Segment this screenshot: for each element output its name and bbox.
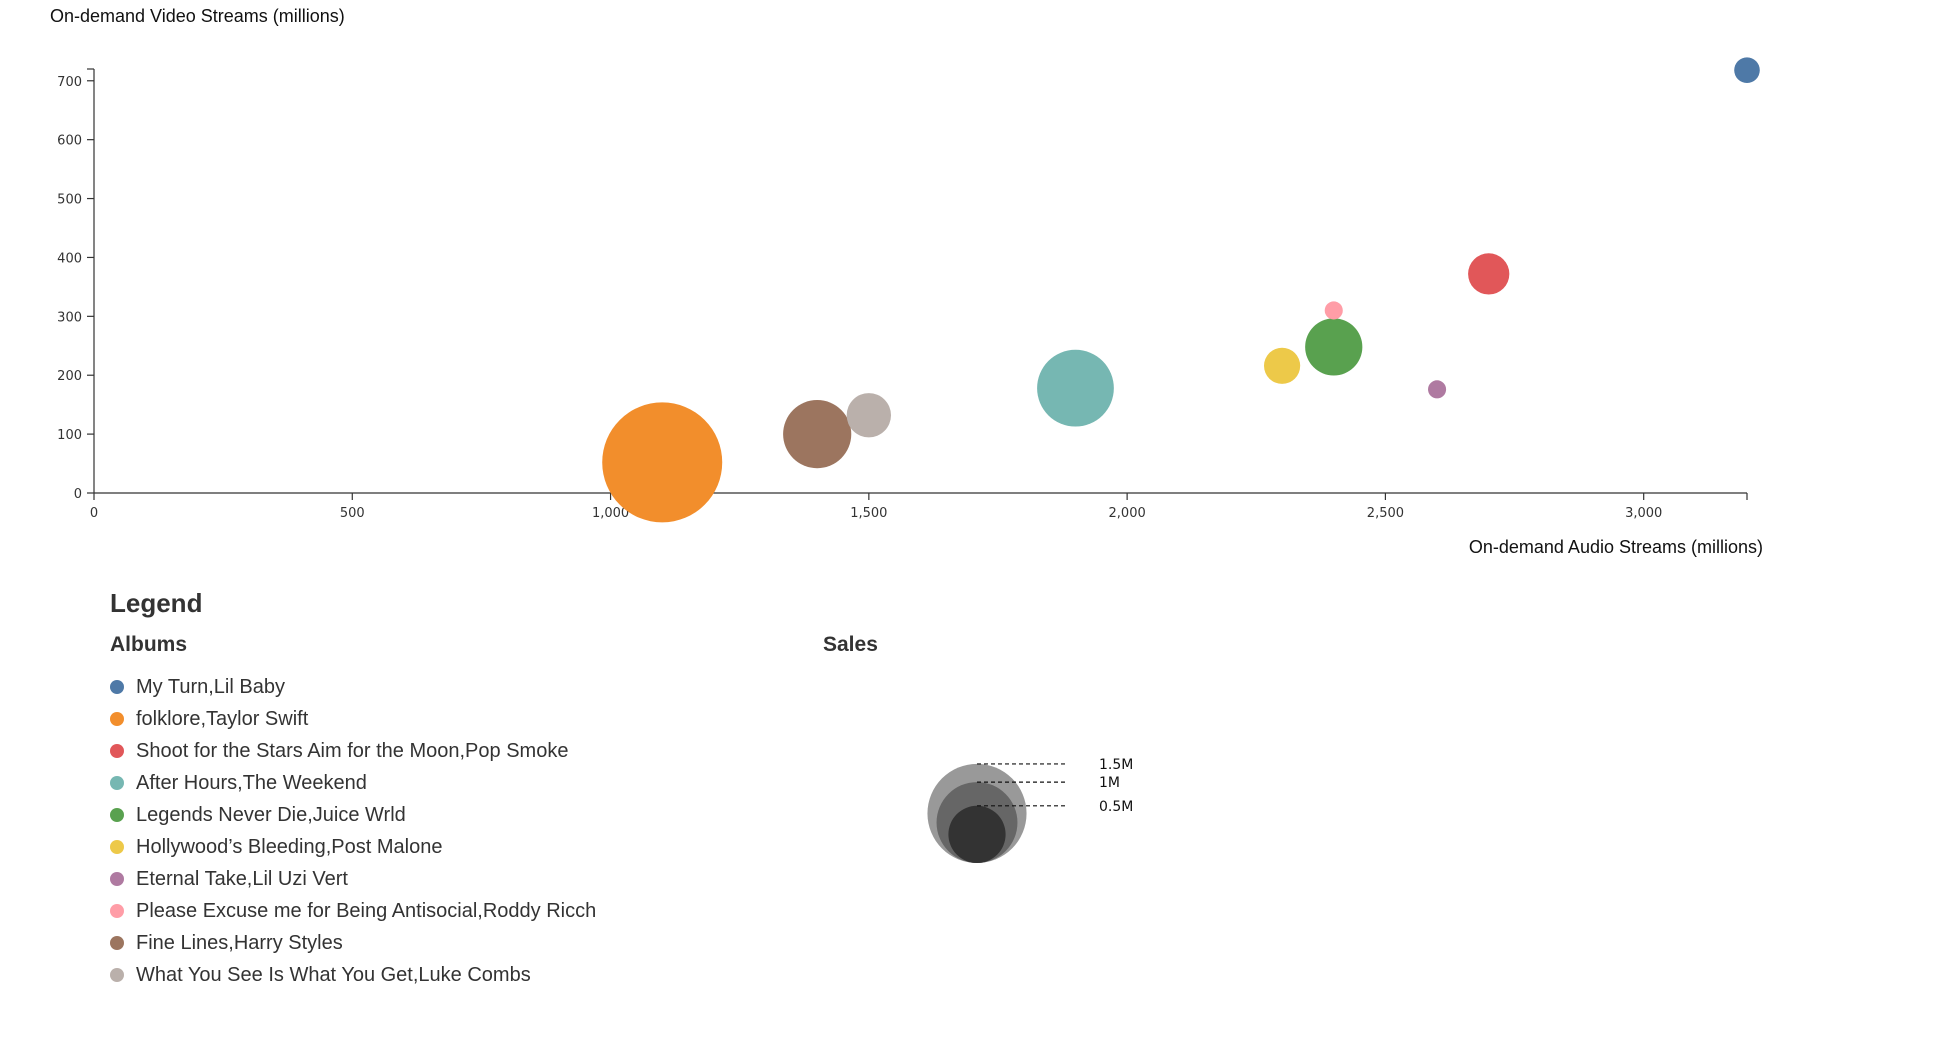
bubble-point[interactable] (846, 393, 892, 438)
x-tick-label: 2,500 (1367, 506, 1404, 521)
sales-legend: Sales 1.5M 1M 0.5M (823, 633, 1223, 863)
y-tick-label: 700 (57, 75, 82, 90)
legend-swatch (110, 904, 124, 918)
bubble-point[interactable] (1264, 347, 1301, 384)
legend-item: Legends Never Die,Juice Wrld (110, 799, 710, 831)
x-tick-label: 1,000 (592, 506, 629, 521)
legend: Legend Albums My Turn,Lil Baby folklore,T… (110, 588, 1210, 986)
scatter-chart: On-demand Video Streams (millions) On-de… (50, 6, 1763, 557)
bubble-point[interactable] (783, 400, 852, 469)
bubble-point[interactable] (1734, 57, 1760, 83)
y-axis-title: On-demand Video Streams (millions) (50, 6, 345, 26)
legend-item: Please Excuse me for Being Antisocial,Ro… (110, 895, 710, 927)
sales-title: Sales (823, 633, 878, 656)
legend-item: Hollywood’s Bleeding,Post Malone (110, 831, 710, 863)
y-tick-label: 200 (57, 369, 82, 384)
legend-swatch (110, 808, 124, 822)
legend-item: My Turn,Lil Baby (110, 671, 710, 703)
size-key: 1.5M 1M 0.5M (927, 757, 1133, 863)
y-tick-label: 500 (57, 193, 82, 208)
bubble-point[interactable] (1037, 349, 1114, 427)
size-key-circle (948, 805, 1006, 863)
legend-item: folklore,Taylor Swift (110, 703, 710, 735)
legend-swatch (110, 840, 124, 854)
y-tick-label: 300 (57, 310, 82, 325)
legend-label: My Turn,Lil Baby (136, 675, 285, 698)
bubble-point[interactable] (1324, 301, 1343, 320)
legend-label: Shoot for the Stars Aim for the Moon,Pop… (136, 739, 569, 762)
legend-label: Fine Lines,Harry Styles (136, 931, 343, 954)
legend-title: Legend (110, 588, 203, 618)
bubble-point[interactable] (1468, 253, 1510, 295)
y-tick-label: 600 (57, 134, 82, 149)
bubble-point[interactable] (1305, 318, 1363, 376)
legend-item: Fine Lines,Harry Styles (110, 927, 710, 959)
legend-label: Please Excuse me for Being Antisocial,Ro… (136, 899, 597, 922)
legend-swatch (110, 776, 124, 790)
legend-label: After Hours,The Weekend (136, 771, 367, 794)
x-tick-label: 1,500 (850, 506, 887, 521)
legend-label: folklore,Taylor Swift (136, 707, 309, 730)
y-tick-label: 0 (74, 487, 82, 502)
legend-item: Eternal Take,Lil Uzi Vert (110, 863, 710, 895)
y-tick-label: 100 (57, 428, 82, 443)
size-key-label: 1M (1099, 775, 1120, 791)
album-list: My Turn,Lil Baby folklore,Taylor Swift Sho… (110, 671, 710, 991)
legend-label: Hollywood’s Bleeding,Post Malone (136, 835, 443, 858)
legend-swatch (110, 680, 124, 694)
legend-item: Shoot for the Stars Aim for the Moon,Pop… (110, 735, 710, 767)
legend-swatch (110, 712, 124, 726)
x-tick-label: 2,000 (1109, 506, 1146, 521)
legend-swatch (110, 744, 124, 758)
axes: 0 500 1,000 1,500 2,000 2,500 3,000 0 100 200 300 4… (57, 68, 1748, 521)
bubble-point[interactable] (1428, 380, 1447, 399)
size-key-label: 0.5M (1099, 799, 1133, 815)
legend-swatch (110, 968, 124, 982)
x-tick-label: 3,000 (1625, 506, 1662, 521)
albums-title: Albums (110, 633, 188, 656)
legend-label: What You See Is What You Get,Luke Combs (136, 963, 531, 986)
x-axis-title: On-demand Audio Streams (millions) (1469, 537, 1763, 557)
legend-label: Eternal Take,Lil Uzi Vert (136, 867, 348, 890)
legend-swatch (110, 936, 124, 950)
bubble-point[interactable] (602, 402, 723, 523)
size-key-label: 1.5M (1099, 757, 1133, 773)
legend-swatch (110, 872, 124, 886)
legend-item: After Hours,The Weekend (110, 767, 710, 799)
legend-label: Legends Never Die,Juice Wrld (136, 803, 406, 826)
albums-legend: Albums My Turn,Lil Baby folklore,Taylor S… (110, 633, 710, 991)
x-tick-label: 500 (340, 506, 365, 521)
y-tick-label: 400 (57, 251, 82, 266)
bubbles (602, 57, 1760, 523)
x-tick-label: 0 (90, 506, 98, 521)
legend-item: What You See Is What You Get,Luke Combs (110, 959, 710, 991)
